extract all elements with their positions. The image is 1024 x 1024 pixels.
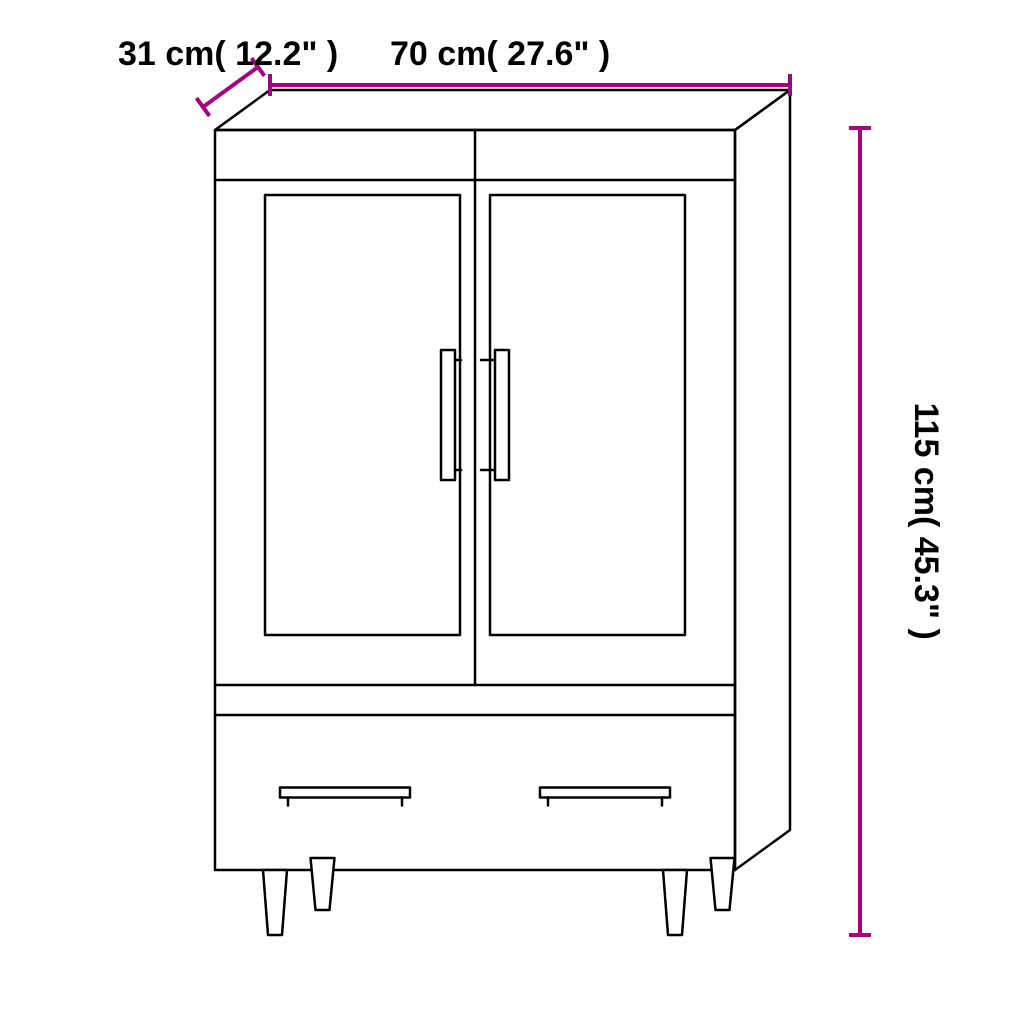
right-door-handle bbox=[495, 350, 509, 480]
cabinet-side-face bbox=[735, 90, 790, 870]
back-right-leg bbox=[711, 858, 735, 910]
dimension-lines bbox=[197, 58, 871, 935]
width-dimension-label: 70 cm( 27.6" ) bbox=[390, 35, 610, 73]
front-right-leg bbox=[663, 870, 687, 935]
left-door-handle bbox=[441, 350, 455, 480]
drawer-handle-right bbox=[540, 788, 670, 798]
drawer-handle-left bbox=[280, 788, 410, 798]
right-door-panel bbox=[490, 195, 685, 635]
left-door-panel bbox=[265, 195, 460, 635]
depth-dimension-label: 31 cm( 12.2" ) bbox=[118, 35, 338, 73]
cabinet-top-face bbox=[215, 90, 790, 130]
cabinet-diagram bbox=[215, 90, 790, 935]
front-left-leg bbox=[263, 870, 287, 935]
height-dimension-label: 115 cm( 45.3" ) bbox=[907, 403, 945, 640]
back-left-leg bbox=[311, 858, 335, 910]
